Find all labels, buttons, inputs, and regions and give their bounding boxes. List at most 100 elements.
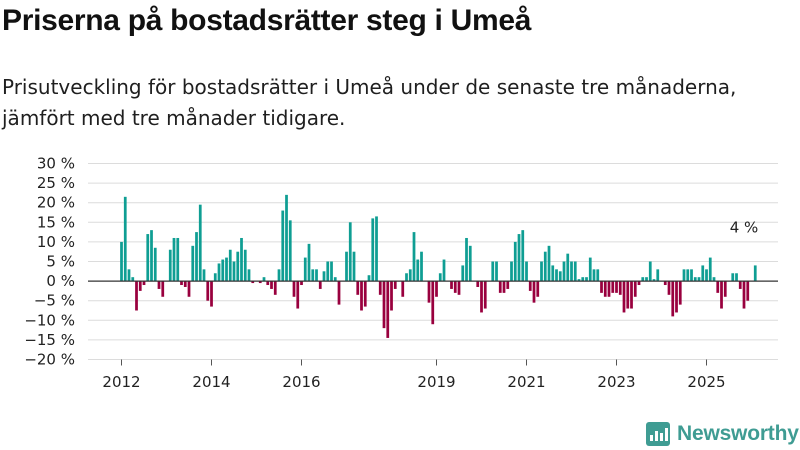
bar-negative [266, 281, 270, 286]
x-tick-label: 2025 [687, 373, 725, 391]
bar-negative [258, 281, 262, 284]
bar-positive [131, 277, 135, 282]
bar-positive [491, 261, 495, 282]
bar-negative [300, 281, 303, 286]
bar-positive [753, 265, 757, 282]
bar-chart: −20 % −15 % −10 %−5 % 0 %5 % 10 % 15 %20 % 25 … [24, 155, 778, 391]
y-tick-label: −5 % [34, 292, 75, 310]
bar-negative [210, 281, 213, 307]
bar-negative [626, 281, 630, 309]
bar-positive [288, 220, 292, 282]
bar-negative [187, 281, 191, 297]
y-tick-label: −20 % [24, 351, 75, 369]
bar-positive [120, 241, 123, 282]
bar-negative [180, 281, 183, 286]
bar-negative [532, 281, 536, 303]
bar-negative [183, 281, 187, 287]
bar-negative [498, 281, 502, 293]
bar-positive [367, 275, 371, 282]
bar-positive [465, 237, 468, 282]
bar-negative [476, 281, 480, 287]
bar-positive [547, 245, 551, 282]
bar-negative [450, 281, 453, 289]
bar-negative [270, 281, 273, 289]
bar-positive [708, 257, 712, 282]
bar-negative [296, 281, 300, 309]
bar-negative [480, 281, 483, 313]
bar-positive [592, 269, 596, 282]
x-tick-label: 2021 [507, 373, 545, 391]
bar-positive [307, 243, 311, 282]
x-tick-label: 2014 [192, 373, 230, 391]
bar-negative [536, 281, 540, 297]
bar-positive [555, 269, 558, 282]
bar-positive [573, 261, 577, 282]
bar-negative [618, 281, 622, 295]
bar-positive [150, 230, 153, 282]
bar-negative [742, 281, 746, 309]
x-tick-label: 2016 [282, 373, 320, 391]
y-tick-label: 25 % [37, 174, 75, 192]
bar-negative [457, 281, 461, 295]
bar-negative [723, 281, 727, 297]
bar-positive [277, 269, 281, 282]
bar-negative [157, 281, 161, 289]
bar-positive [510, 261, 513, 282]
y-tick-label: 15 % [37, 213, 75, 231]
bar-negative [630, 281, 633, 309]
bar-negative [637, 281, 641, 286]
bar-positive [168, 249, 172, 282]
bar-negative [393, 281, 397, 289]
bar-negative [675, 281, 678, 313]
bar-positive [540, 261, 543, 282]
bar-positive [648, 261, 652, 282]
bar-positive [686, 269, 690, 282]
bar-positive [461, 265, 465, 282]
bar-positive [213, 273, 217, 282]
bar-positive [442, 259, 446, 282]
bar-negative [135, 281, 138, 311]
bar-negative [427, 281, 431, 303]
bar-positive [690, 269, 693, 282]
bar-negative [401, 281, 405, 297]
bar-positive [232, 261, 236, 282]
bar-negative [251, 281, 255, 284]
bar-positive [348, 222, 352, 282]
bar-positive [146, 234, 150, 282]
bar-negative [318, 281, 322, 289]
bar-negative [633, 281, 637, 297]
bar-positive [405, 273, 408, 282]
bar-positive [652, 279, 656, 282]
bar-positive [176, 237, 180, 282]
bar-positive [517, 234, 521, 282]
bar-negative [431, 281, 435, 325]
y-tick-label: 20 % [37, 194, 75, 212]
bar-positive [127, 269, 131, 282]
bar-positive [731, 273, 735, 282]
bar-negative [138, 281, 142, 291]
bar-negative [528, 281, 532, 291]
x-tick-label: 2023 [597, 373, 635, 391]
bar-positive [217, 263, 221, 282]
y-tick-label: 10 % [37, 233, 75, 251]
bar-positive [682, 269, 686, 282]
bar-positive [588, 257, 592, 282]
bar-positive [543, 251, 547, 282]
bar-negative [622, 281, 626, 313]
bar-positive [375, 216, 378, 282]
y-tick-label: −15 % [24, 331, 75, 349]
bar-negative [506, 281, 510, 289]
y-tick-label: 0 % [46, 272, 75, 290]
bar-negative [720, 281, 723, 309]
bar-negative [746, 281, 750, 301]
bar-positive [712, 277, 716, 282]
bar-positive [315, 269, 318, 282]
bar-positive [645, 277, 648, 282]
bar-positive [371, 218, 375, 282]
bar-positive [656, 269, 660, 282]
bar-positive [521, 230, 525, 282]
bars [120, 194, 757, 338]
bar-positive [697, 277, 701, 282]
bar-positive [701, 265, 705, 282]
bar-positive [596, 269, 600, 282]
